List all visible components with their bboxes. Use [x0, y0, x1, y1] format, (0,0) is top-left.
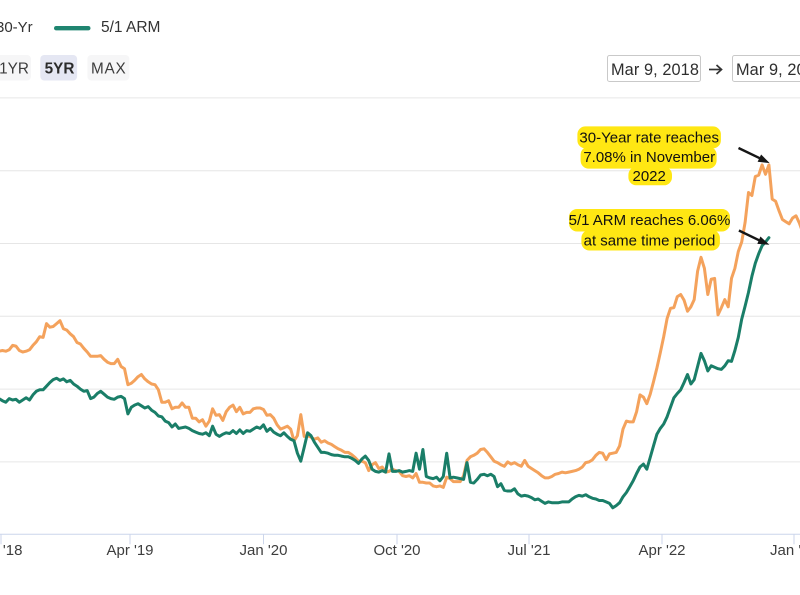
svg-text:5/1 ARM: 5/1 ARM — [101, 19, 160, 36]
svg-text:Jul '21: Jul '21 — [508, 542, 551, 559]
svg-text:Jul '18: Jul '18 — [0, 542, 22, 559]
svg-text:7.08% in November: 7.08% in November — [583, 149, 715, 166]
svg-text:2022: 2022 — [633, 168, 666, 185]
svg-text:Mar 9, 20: Mar 9, 20 — [736, 61, 800, 79]
svg-text:30-Year rate reaches: 30-Year rate reaches — [579, 130, 719, 147]
svg-text:5/1 ARM reaches 6.06%: 5/1 ARM reaches 6.06% — [569, 212, 731, 229]
svg-text:Jan '23: Jan '23 — [770, 542, 800, 559]
svg-text:Apr '19: Apr '19 — [106, 542, 153, 559]
svg-text:Jan '20: Jan '20 — [240, 542, 288, 559]
svg-text:Mar 9, 2018: Mar 9, 2018 — [611, 61, 699, 79]
svg-text:at same time period: at same time period — [584, 233, 716, 250]
svg-text:30-Yr: 30-Yr — [0, 19, 33, 36]
svg-text:Oct '20: Oct '20 — [373, 542, 420, 559]
svg-text:1YR: 1YR — [0, 61, 29, 78]
svg-text:MAX: MAX — [91, 61, 127, 78]
svg-text:5YR: 5YR — [45, 61, 75, 78]
svg-text:Apr '22: Apr '22 — [638, 542, 685, 559]
